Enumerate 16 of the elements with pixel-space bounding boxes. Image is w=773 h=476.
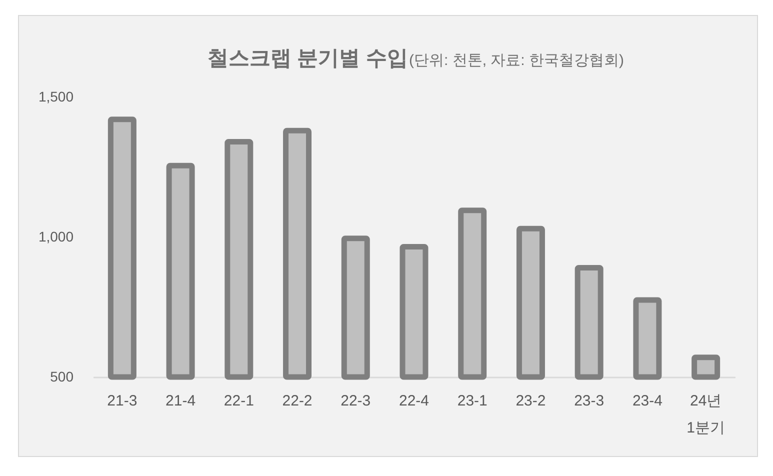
x-tick-label: 21-3 — [107, 392, 138, 410]
x-tick-label: 23-1 — [457, 392, 488, 410]
x-tick-label: 22-4 — [398, 392, 430, 410]
x-tick-label: 22-1 — [224, 392, 254, 410]
x-tick-label: 22-2 — [282, 392, 312, 410]
x-tick-label: 23-3 — [574, 392, 604, 410]
x-tick-label: 24년 1분기 — [686, 392, 725, 436]
x-tick-label: 22-3 — [340, 392, 371, 410]
x-tick-label: 23-4 — [632, 392, 662, 410]
x-tick-label: 23-2 — [516, 392, 546, 410]
chart-title: 철스크랩 분기별 수입 — [207, 47, 408, 70]
x-tick-label: 21-4 — [166, 392, 196, 410]
y-tick-label: 1,500 — [38, 88, 74, 104]
y-tick-label: 1,000 — [38, 228, 74, 244]
chart-subtitle: (단위: 천톤, 자료: 한국철강협회) — [409, 52, 624, 69]
y-tick-label: 500 — [50, 368, 74, 384]
